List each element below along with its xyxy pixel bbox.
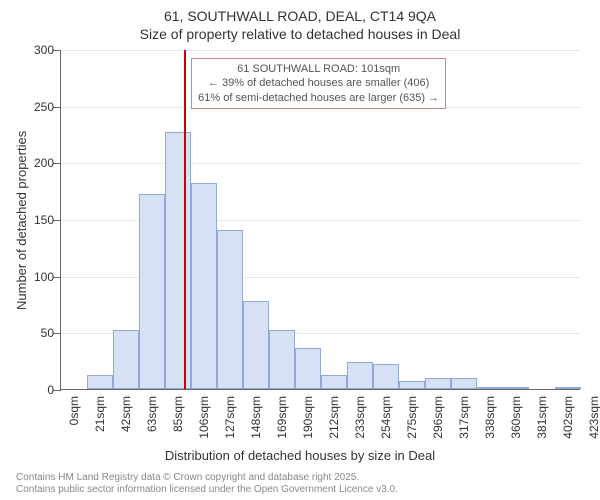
x-tick-label: 190sqm: [301, 396, 315, 442]
histogram-bar: [87, 375, 113, 389]
y-tick-label: 150: [14, 213, 54, 227]
histogram-bar: [425, 378, 451, 389]
histogram-bar: [295, 348, 321, 389]
y-tick-label: 300: [14, 43, 54, 57]
histogram-bar: [165, 132, 191, 389]
x-tick-label: 42sqm: [119, 396, 133, 442]
x-tick-label: 106sqm: [197, 396, 211, 442]
x-tick-label: 381sqm: [535, 396, 549, 442]
x-tick-label: 275sqm: [405, 396, 419, 442]
plot-area: 0501001502002503000sqm21sqm42sqm63sqm85s…: [60, 50, 580, 390]
x-tick-label: 148sqm: [249, 396, 263, 442]
footer-line2: Contains public sector information licen…: [16, 484, 398, 496]
title-line2: Size of property relative to detached ho…: [0, 26, 600, 42]
histogram-bar: [139, 194, 165, 389]
x-axis-label: Distribution of detached houses by size …: [0, 448, 600, 463]
histogram-bar: [191, 183, 217, 389]
x-tick-label: 127sqm: [223, 396, 237, 442]
reference-line: [184, 50, 186, 389]
x-tick-label: 338sqm: [483, 396, 497, 442]
histogram-bar: [347, 362, 373, 389]
y-tick: [53, 220, 61, 221]
x-tick-label: 63sqm: [145, 396, 159, 442]
y-tick-label: 100: [14, 270, 54, 284]
y-tick: [53, 163, 61, 164]
histogram-bar: [477, 387, 503, 389]
y-tick: [53, 277, 61, 278]
x-tick-label: 0sqm: [67, 396, 81, 442]
y-tick: [53, 333, 61, 334]
histogram-bar: [503, 387, 529, 389]
footer-line1: Contains HM Land Registry data © Crown c…: [16, 472, 398, 484]
histogram-bar: [399, 381, 425, 389]
y-tick-label: 0: [14, 383, 54, 397]
y-tick-label: 250: [14, 100, 54, 114]
x-tick-label: 317sqm: [457, 396, 471, 442]
annotation-line: 61% of semi-detached houses are larger (…: [198, 91, 439, 105]
x-tick-label: 360sqm: [509, 396, 523, 442]
histogram-bar: [451, 378, 477, 389]
histogram-bar: [269, 330, 295, 389]
y-tick: [53, 50, 61, 51]
histogram-bar: [113, 330, 139, 389]
histogram-bar: [373, 364, 399, 389]
annotation-label: 61 SOUTHWALL ROAD: 101sqm: [198, 62, 439, 76]
histogram-bar: [321, 375, 347, 389]
y-tick-label: 200: [14, 156, 54, 170]
x-tick-label: 402sqm: [561, 396, 575, 442]
annotation-line: ← 39% of detached houses are smaller (40…: [198, 76, 439, 90]
x-tick-label: 169sqm: [275, 396, 289, 442]
x-tick-label: 233sqm: [353, 396, 367, 442]
annotation-box: 61 SOUTHWALL ROAD: 101sqm← 39% of detach…: [191, 58, 446, 109]
histogram-bar: [555, 387, 581, 389]
x-tick-label: 212sqm: [327, 396, 341, 442]
x-tick-label: 423sqm: [587, 396, 600, 442]
gridline: [61, 50, 580, 51]
histogram-bar: [217, 230, 243, 389]
y-tick-label: 50: [14, 326, 54, 340]
footer-attribution: Contains HM Land Registry data © Crown c…: [16, 472, 398, 496]
x-tick-label: 21sqm: [93, 396, 107, 442]
y-tick: [53, 390, 61, 391]
histogram-bar: [243, 301, 269, 389]
x-tick-label: 254sqm: [379, 396, 393, 442]
x-tick-label: 85sqm: [171, 396, 185, 442]
title-line1: 61, SOUTHWALL ROAD, DEAL, CT14 9QA: [0, 8, 600, 24]
chart-container: 61, SOUTHWALL ROAD, DEAL, CT14 9QA Size …: [0, 0, 600, 500]
gridline: [61, 163, 580, 164]
y-tick: [53, 107, 61, 108]
x-tick-label: 296sqm: [431, 396, 445, 442]
